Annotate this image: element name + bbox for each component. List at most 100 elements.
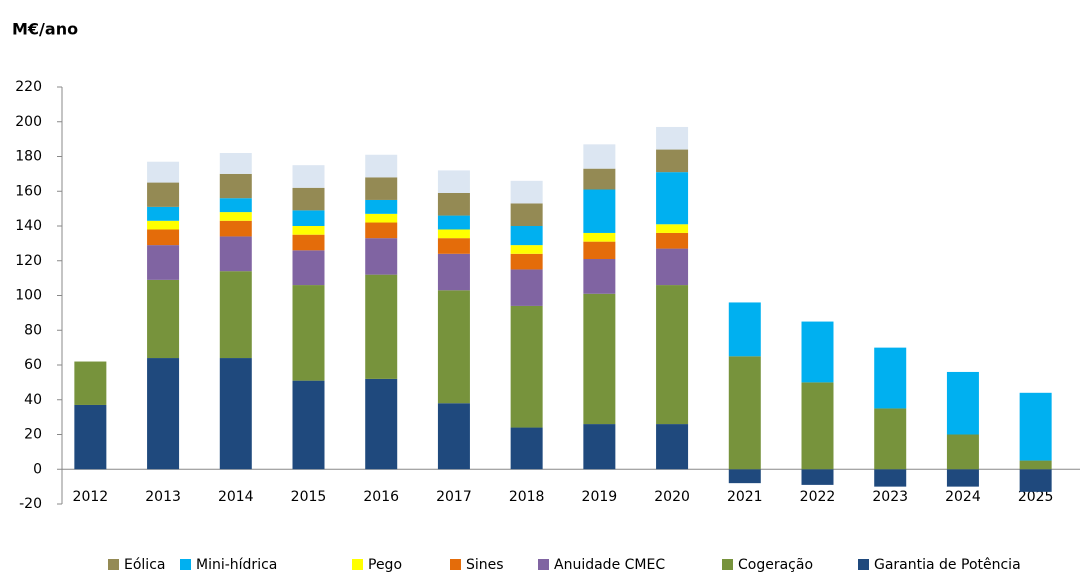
bar-segment [728, 469, 761, 484]
bar-segment [437, 238, 470, 254]
bar-segment [583, 241, 616, 260]
x-tick-label: 2022 [800, 489, 836, 505]
legend-swatch [858, 559, 869, 570]
y-tick-label: 160 [15, 183, 42, 199]
bar-segment [510, 203, 543, 226]
x-tick-label: 2014 [218, 489, 254, 505]
bar-segment [656, 285, 689, 425]
bar-segment [219, 212, 252, 221]
bar-segment [292, 226, 325, 235]
bar-segment [728, 302, 761, 357]
bar-segment [292, 285, 325, 381]
bar-segment [147, 358, 180, 470]
bar-segment [1019, 460, 1052, 470]
bar-segment [437, 229, 470, 239]
bar-segment [583, 293, 616, 425]
x-tick-label: 2021 [727, 489, 763, 505]
bar-segment [292, 165, 325, 188]
bar-segment [365, 238, 398, 275]
bar-segment [656, 232, 689, 249]
bar-segment [656, 248, 689, 286]
bar-segment [365, 154, 398, 178]
y-tick-label: 20 [24, 427, 42, 443]
bar-segment [656, 224, 689, 233]
bar-segment [946, 371, 979, 435]
x-tick-label: 2025 [1018, 489, 1054, 505]
bar-segment [147, 229, 180, 246]
bar-segment [365, 222, 398, 239]
bar-segment [801, 382, 834, 470]
x-tick-label: 2016 [363, 489, 399, 505]
bar-segment [219, 198, 252, 213]
bar-segment [656, 424, 689, 470]
bar-segment [946, 434, 979, 470]
x-tick-label: 2017 [436, 489, 472, 505]
y-tick-label: 220 [15, 79, 42, 95]
bar-segment [147, 206, 180, 221]
bar-segment [728, 356, 761, 470]
y-tick-label: 60 [24, 357, 42, 373]
bar-segment [1019, 392, 1052, 461]
bar-segment [583, 168, 616, 190]
legend-swatch [538, 559, 549, 570]
bar-segment [365, 378, 398, 470]
bar-segment [219, 271, 252, 359]
legend-label: Mini-hídrica [196, 557, 277, 573]
y-tick-label: 0 [33, 461, 42, 477]
x-tick-label: 2012 [73, 489, 109, 505]
bar-segment [147, 220, 180, 230]
bar-segment [147, 279, 180, 359]
bar-segment [801, 469, 834, 485]
chart-title: M€/ano [12, 20, 78, 39]
bar-segment [874, 408, 907, 470]
bar-segment [510, 253, 543, 270]
bar-segment [510, 180, 543, 204]
bar-segment [1019, 469, 1052, 492]
legend-label: Sines [466, 557, 504, 573]
bar-segment [583, 189, 616, 233]
legend-swatch [450, 559, 461, 570]
y-tick-label: 120 [15, 253, 42, 269]
bar-segment [510, 245, 543, 254]
bar-segment [583, 259, 616, 294]
bar-segment [365, 177, 398, 200]
bar-segment [292, 380, 325, 470]
bar-segment [365, 199, 398, 214]
y-tick-label: 200 [15, 114, 42, 130]
bar-segment [437, 403, 470, 470]
x-tick-label: 2024 [945, 489, 981, 505]
x-tick-label: 2015 [291, 489, 327, 505]
bar-segment [74, 361, 107, 405]
bar-segment [437, 215, 470, 230]
legend-swatch [108, 559, 119, 570]
bar-segment [147, 161, 180, 183]
bar-segment [656, 126, 689, 150]
bar-segment [874, 469, 907, 487]
bar-segment [292, 187, 325, 211]
bar-segment [583, 144, 616, 169]
bar-segment [510, 305, 543, 428]
x-tick-label: 2023 [872, 489, 908, 505]
x-tick-label: 2019 [582, 489, 618, 505]
bar-segment [147, 182, 180, 207]
bar-segment [656, 172, 689, 225]
bar-segment [510, 269, 543, 306]
y-tick-label: 80 [24, 322, 42, 338]
bar-segment [292, 210, 325, 226]
legend-swatch [352, 559, 363, 570]
bar-segment [365, 274, 398, 379]
bar-segment [365, 213, 398, 223]
legend-label: Anuidade CMEC [554, 557, 665, 573]
bar-segment [946, 469, 979, 487]
bar-segment [656, 149, 689, 173]
bar-segment [219, 153, 252, 174]
bar-segment [292, 234, 325, 251]
bar-segment [437, 170, 470, 193]
y-tick-label: -20 [19, 496, 42, 512]
bar-segment [437, 290, 470, 404]
legend-label: Cogeração [738, 557, 813, 573]
x-tick-label: 2013 [145, 489, 181, 505]
y-tick-label: 100 [15, 288, 42, 304]
y-tick-label: 180 [15, 149, 42, 165]
